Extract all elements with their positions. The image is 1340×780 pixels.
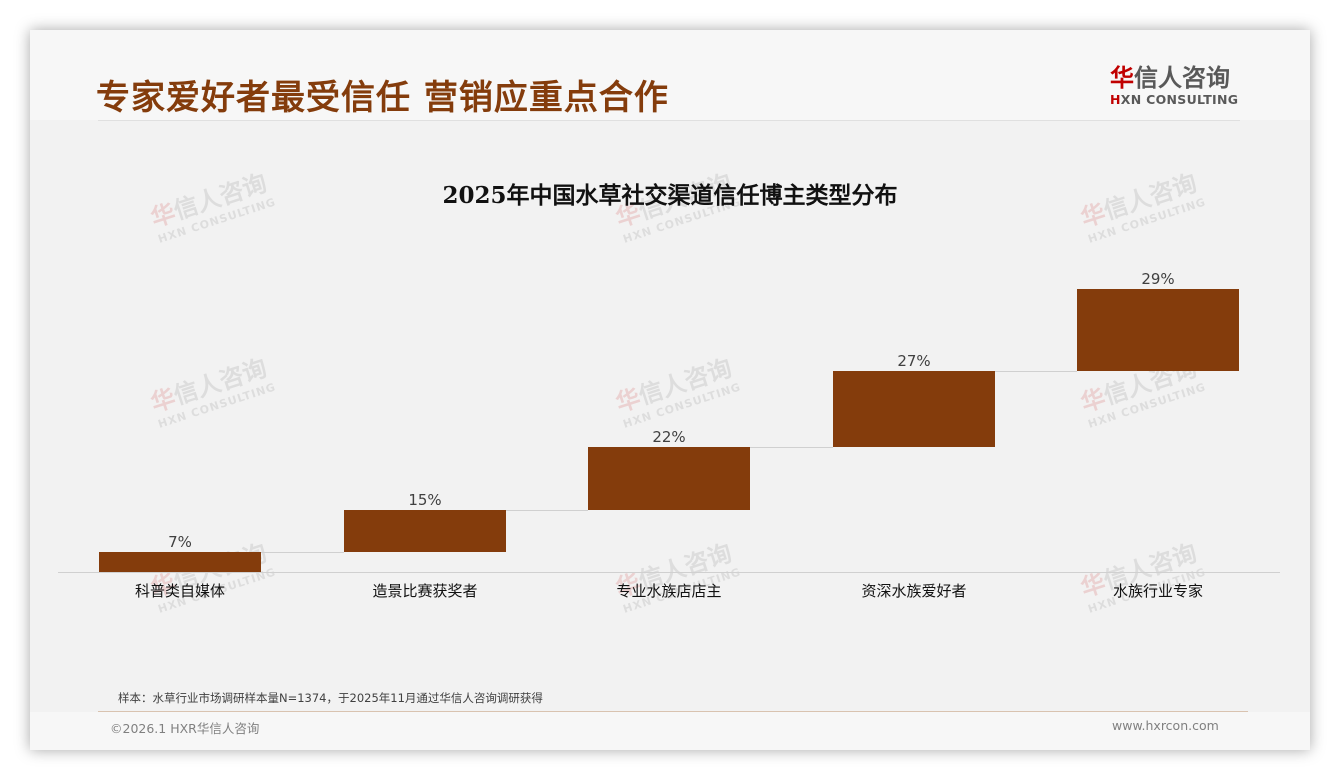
category-label: 资深水族爱好者 (861, 582, 967, 600)
bar-4 (1077, 289, 1239, 372)
copyright: ©2026.1 HXR华信人咨询 (110, 721, 260, 736)
website-link[interactable]: www.hxrcon.com (1112, 718, 1219, 733)
bar-3 (833, 371, 995, 448)
footer: ©2026.1 HXR华信人咨询 www.hxrcon.com (30, 712, 1310, 750)
waterfall-chart: 7% 科普类自媒体 15% 造景比赛获奖者 22% 专业水族店店主 27% 资深水族爱好者 29… (30, 30, 1310, 750)
slide: 专家爱好者最受信任 营销应重点合作 华信人咨询 HXN CONSULTING 华… (30, 30, 1310, 750)
value-label: 15% (408, 490, 442, 509)
logo-en-rest: XN CONSULTING (1120, 92, 1239, 107)
connector-line (261, 552, 344, 554)
logo-cn-first: 华 (1110, 64, 1134, 92)
bar-0 (99, 552, 261, 572)
logo-cn-rest: 信人咨询 (1134, 64, 1230, 92)
category-label: 水族行业专家 (1112, 582, 1203, 600)
value-label: 27% (897, 352, 931, 371)
logo: 华信人咨询 HXN CONSULTING (1110, 64, 1250, 108)
source-note: 样本：水草行业市场调研样本量N=1374，于2025年11月通过华信人咨询调研获… (118, 691, 543, 705)
logo-cn: 华信人咨询 (1110, 64, 1250, 92)
header: 专家爱好者最受信任 营销应重点合作 华信人咨询 HXN CONSULTING (30, 30, 1310, 120)
bar-2 (588, 447, 750, 510)
connector-line (750, 447, 833, 449)
x-axis (58, 572, 1280, 573)
footer-divider (98, 711, 1248, 712)
chart-title: 2025年中国水草社交渠道信任博主类型分布 (442, 182, 898, 209)
logo-en-first: H (1110, 92, 1121, 107)
value-label: 22% (652, 428, 686, 447)
value-label: 7% (168, 533, 192, 552)
connector-line (506, 509, 588, 511)
connector-line (995, 371, 1077, 373)
value-label: 29% (1141, 270, 1175, 288)
category-label: 科普类自媒体 (134, 582, 225, 600)
category-label: 专业水族店店主 (616, 582, 722, 600)
header-divider (98, 120, 1240, 121)
page-title: 专家爱好者最受信任 营销应重点合作 (96, 78, 669, 118)
category-label: 造景比赛获奖者 (372, 582, 478, 600)
logo-en: HXN CONSULTING (1110, 92, 1250, 108)
bar-1 (344, 509, 506, 553)
